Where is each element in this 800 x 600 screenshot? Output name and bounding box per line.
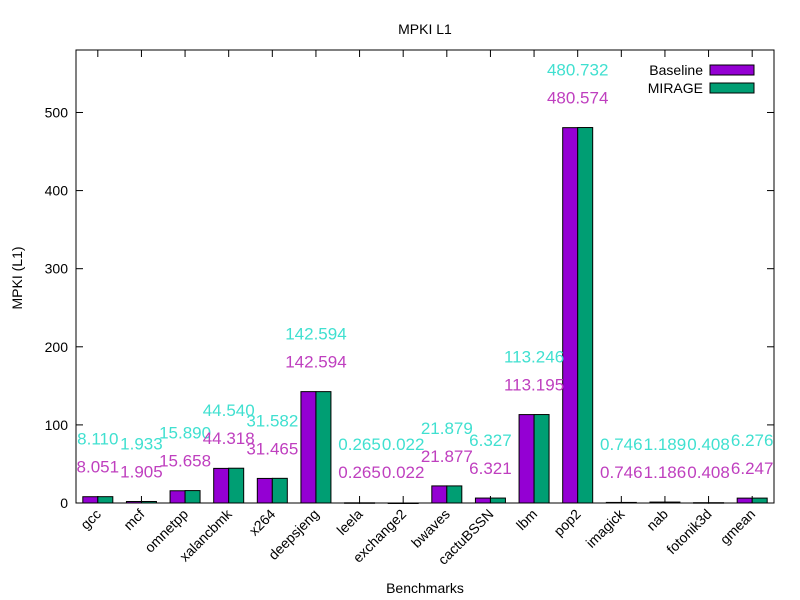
data-label-mirage: 0.408	[687, 435, 730, 454]
data-label-baseline: 15.658	[159, 452, 211, 471]
bar-baseline	[126, 502, 141, 503]
bar-baseline	[432, 486, 447, 503]
bar-baseline	[563, 128, 578, 503]
legend-label-baseline: Baseline	[649, 62, 703, 78]
data-label-mirage: 142.594	[285, 325, 346, 344]
data-label-baseline: 8.051	[77, 458, 120, 477]
data-label-baseline: 480.574	[547, 89, 608, 108]
bar-mirage	[578, 128, 593, 503]
data-label-mirage: 6.276	[731, 431, 774, 450]
x-tick-label: gcc	[77, 506, 104, 533]
y-tick-label: 100	[45, 417, 69, 433]
y-tick-label: 500	[45, 104, 69, 120]
x-tick-label: nab	[643, 506, 671, 534]
data-label-mirage: 113.246	[504, 348, 564, 367]
data-label-baseline: 0.408	[687, 463, 730, 482]
y-axis-title: MPKI (L1)	[9, 246, 25, 309]
x-tick-label: lbm	[513, 506, 540, 533]
data-label-mirage: 1.933	[120, 434, 163, 453]
data-label-baseline: 1.186	[644, 463, 687, 482]
bar-baseline	[301, 392, 316, 503]
data-label-baseline: 6.321	[469, 459, 512, 478]
bar-mirage	[360, 503, 375, 504]
bar-baseline	[737, 498, 752, 503]
bar-baseline	[475, 498, 490, 503]
bar-baseline	[650, 502, 665, 503]
data-label-mirage: 21.879	[421, 419, 473, 438]
data-label-mirage: 0.746	[600, 435, 643, 454]
data-label-baseline: 0.265	[338, 463, 381, 482]
bar-mirage	[490, 498, 505, 503]
data-label-baseline: 142.594	[285, 353, 346, 372]
y-tick-label: 300	[45, 261, 69, 277]
y-tick-label: 200	[45, 339, 69, 355]
bar-mirage	[141, 501, 156, 503]
data-label-mirage: 31.582	[246, 411, 298, 430]
bar-mirage	[316, 392, 331, 503]
bar-baseline	[606, 502, 621, 503]
data-label-mirage: 480.732	[547, 61, 608, 80]
bar-baseline	[214, 468, 229, 503]
x-tick-label: pop2	[550, 506, 583, 539]
data-label-baseline: 0.746	[600, 463, 643, 482]
x-tick-label: imagick	[583, 505, 629, 551]
data-label-baseline: 113.195	[504, 376, 564, 395]
bar-mirage	[752, 498, 767, 503]
x-tick-label: gmean	[717, 506, 759, 548]
x-tick-label: fotonik3d	[663, 506, 714, 557]
chart-title: MPKI L1	[398, 21, 452, 37]
x-tick-label: leela	[333, 506, 365, 538]
data-label-mirage: 6.327	[469, 431, 512, 450]
x-tick-label: mcf	[120, 506, 147, 533]
bar-mirage	[98, 497, 113, 503]
data-label-mirage: 1.189	[644, 435, 687, 454]
x-tick-label: x264	[246, 506, 279, 539]
data-label-mirage: 8.110	[77, 430, 118, 449]
bar-baseline	[170, 491, 185, 503]
bar-mirage	[621, 502, 636, 503]
bar-baseline	[694, 503, 709, 504]
bar-baseline	[83, 497, 98, 503]
data-label-baseline: 0.022	[382, 463, 425, 482]
legend-label-mirage: MIRAGE	[648, 80, 703, 96]
y-tick-label: 400	[45, 183, 69, 199]
data-label-baseline: 6.247	[731, 459, 774, 478]
data-label-baseline: 1.905	[120, 462, 163, 481]
bar-mirage	[665, 502, 680, 503]
bar-mirage	[534, 415, 549, 503]
bar-mirage	[709, 503, 724, 504]
bar-baseline	[257, 478, 272, 503]
data-label-mirage: 0.022	[382, 435, 425, 454]
x-axis-title: Benchmarks	[386, 580, 464, 596]
legend-swatch-mirage	[710, 83, 754, 93]
bar-mirage	[403, 503, 418, 504]
legend-swatch-baseline	[710, 65, 754, 75]
bar-baseline	[345, 503, 360, 504]
bar-mirage	[185, 491, 200, 503]
y-tick-label: 0	[60, 495, 68, 511]
bar-baseline	[388, 503, 403, 504]
data-label-baseline: 31.465	[246, 439, 298, 458]
bar-mirage	[272, 478, 287, 503]
data-label-mirage: 0.265	[338, 435, 381, 454]
bar-baseline	[519, 415, 534, 503]
data-label-baseline: 21.877	[421, 447, 473, 466]
bar-mirage	[229, 468, 244, 503]
bar-mirage	[447, 486, 462, 503]
